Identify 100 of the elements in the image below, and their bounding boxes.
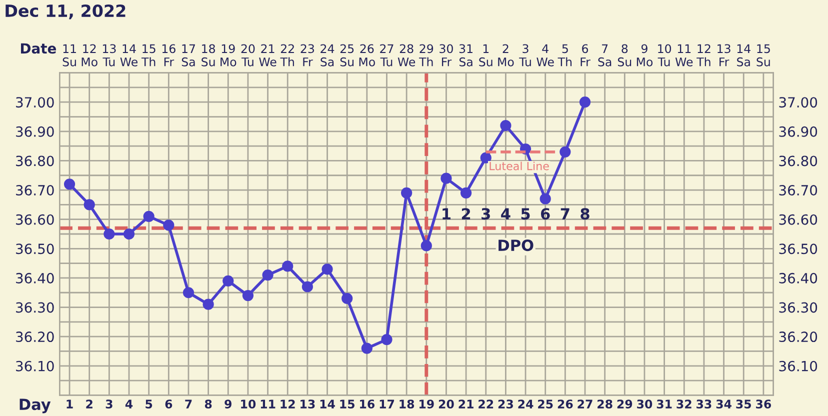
point — [579, 96, 591, 108]
point — [342, 292, 353, 304]
point — [540, 193, 551, 204]
point — [182, 287, 194, 298]
point — [401, 187, 412, 199]
x2-tick-label: 4 We — [536, 44, 554, 66]
x-tick-label: 34 — [716, 400, 732, 409]
point — [302, 281, 313, 292]
x2-tick-label: 18 Su — [202, 44, 216, 66]
point — [560, 146, 571, 158]
x-tick-label: 27 — [578, 400, 592, 408]
point — [460, 187, 472, 199]
x2-tick-label: 3 Tu — [519, 44, 531, 66]
point — [420, 240, 432, 252]
x2-tick-label: 17 Sa — [182, 44, 195, 66]
annotation: 1 — [442, 208, 450, 220]
x-tick-label: 28 — [598, 400, 612, 409]
x-tick-label: 10 — [241, 400, 256, 409]
annotation: 8 — [580, 208, 590, 220]
point — [163, 220, 174, 231]
x2-tick-label: 9 Mo — [636, 44, 653, 66]
x2-tick-label: 28 We — [398, 44, 416, 66]
x-tick-label: 13 — [300, 400, 315, 409]
x-tick-label: 7 — [185, 400, 192, 408]
point — [440, 172, 452, 184]
x-tick-label: 25 — [538, 400, 553, 409]
x2-tick-label: 8 Su — [618, 44, 632, 66]
point — [242, 290, 254, 302]
annotation: 3 — [482, 208, 490, 220]
y2-tick-label: 36.50 — [779, 244, 818, 254]
series-label: Luteal Line — [490, 162, 549, 170]
x2-tick-label: 31 Sa — [459, 44, 472, 66]
x2-tick-label: 13 Tu — [102, 44, 116, 66]
x2-tick-label: 12 Th — [696, 44, 710, 66]
x2-tick-label: 27 Tu — [380, 44, 394, 66]
y2-tick-label: 36.80 — [779, 156, 818, 166]
x2-tick-label: 30 Fr — [440, 44, 453, 66]
x-tick-label: 20 — [438, 400, 454, 409]
x-tick-label: 35 — [736, 400, 752, 409]
x-tick-label: 12 — [280, 400, 295, 408]
x2-tick-label: 23 Fr — [300, 44, 314, 66]
x-tick-label: 32 — [676, 400, 692, 409]
y-tick-label: 36.50 — [16, 244, 54, 254]
annotation: 5 — [521, 208, 530, 220]
x2-tick-label: 12 Mo — [82, 44, 98, 66]
x-tick-label: 33 — [696, 400, 712, 409]
annotation: 6 — [540, 208, 550, 220]
x2-tick-label: 7 Sa — [598, 44, 612, 66]
x2-tick-label: 26 Mo — [359, 44, 375, 66]
x-tick-label: 26 — [558, 400, 573, 409]
y2-tick-label: 36.70 — [779, 185, 818, 196]
x-tick-label: 3 — [106, 400, 112, 409]
y2-tick-label: 36.90 — [779, 126, 818, 137]
x2-tick-label: 1 Su — [479, 44, 492, 66]
x2-tick-label: 20 Tu — [241, 44, 255, 66]
y-tick-label: 36.30 — [16, 302, 54, 313]
x2-tick-label: 22 Th — [280, 44, 294, 66]
point — [282, 260, 294, 272]
x-tick-label: 14 — [320, 400, 335, 408]
y-tick-label: 37.00 — [16, 97, 54, 108]
x-tick-label: 19 — [420, 400, 434, 409]
y2-tick-label: 36.60 — [779, 214, 818, 225]
point — [361, 342, 372, 354]
point — [222, 275, 234, 286]
y2-tick-label: 36.20 — [779, 332, 818, 342]
x-tick-label: 18 — [400, 400, 414, 409]
point — [381, 334, 392, 346]
y-tick-label: 36.70 — [16, 185, 54, 196]
y-tick-label: 36.90 — [16, 126, 54, 137]
x-tick-label: 11 — [260, 400, 276, 408]
x2-tick-label: 24 Sa — [320, 44, 334, 66]
x-tick-label: 29 — [617, 400, 632, 409]
y-tick-label: 36.40 — [16, 272, 54, 284]
x-tick-label: 5 — [146, 400, 152, 409]
x2-tick-label: 13 Fr — [718, 44, 730, 66]
y-tick-label: 36.10 — [16, 360, 54, 372]
x-tick-label: 22 — [478, 400, 494, 408]
x-axis-title: Day — [20, 398, 51, 414]
annotation: 2 — [462, 208, 470, 220]
x-tick-label: 24 — [518, 400, 534, 408]
x2-tick-label: 6 Fr — [580, 44, 590, 66]
point — [84, 199, 95, 210]
x-tick-label: 4 — [125, 400, 133, 408]
point — [104, 228, 115, 240]
x-tick-label: 23 — [498, 400, 513, 409]
x-tick-label: 31 — [656, 400, 672, 409]
x2-tick-label: 25 Su — [340, 44, 354, 66]
point — [480, 152, 492, 164]
x2-tick-label: 11 Su — [62, 44, 76, 66]
x-tick-label: 36 — [756, 400, 772, 409]
annotation: DPO — [498, 240, 534, 252]
point — [500, 120, 512, 132]
x2-axis-title: Date — [21, 43, 56, 54]
y2-tick-label: 36.30 — [779, 302, 818, 313]
x2-tick-label: 2 Mo — [498, 44, 514, 66]
point — [64, 178, 76, 190]
x-tick-label: 16 — [360, 400, 374, 409]
x-tick-label: 21 — [458, 400, 474, 408]
x2-tick-label: 14 We — [120, 44, 138, 66]
x2-tick-label: 5 Th — [558, 44, 572, 66]
